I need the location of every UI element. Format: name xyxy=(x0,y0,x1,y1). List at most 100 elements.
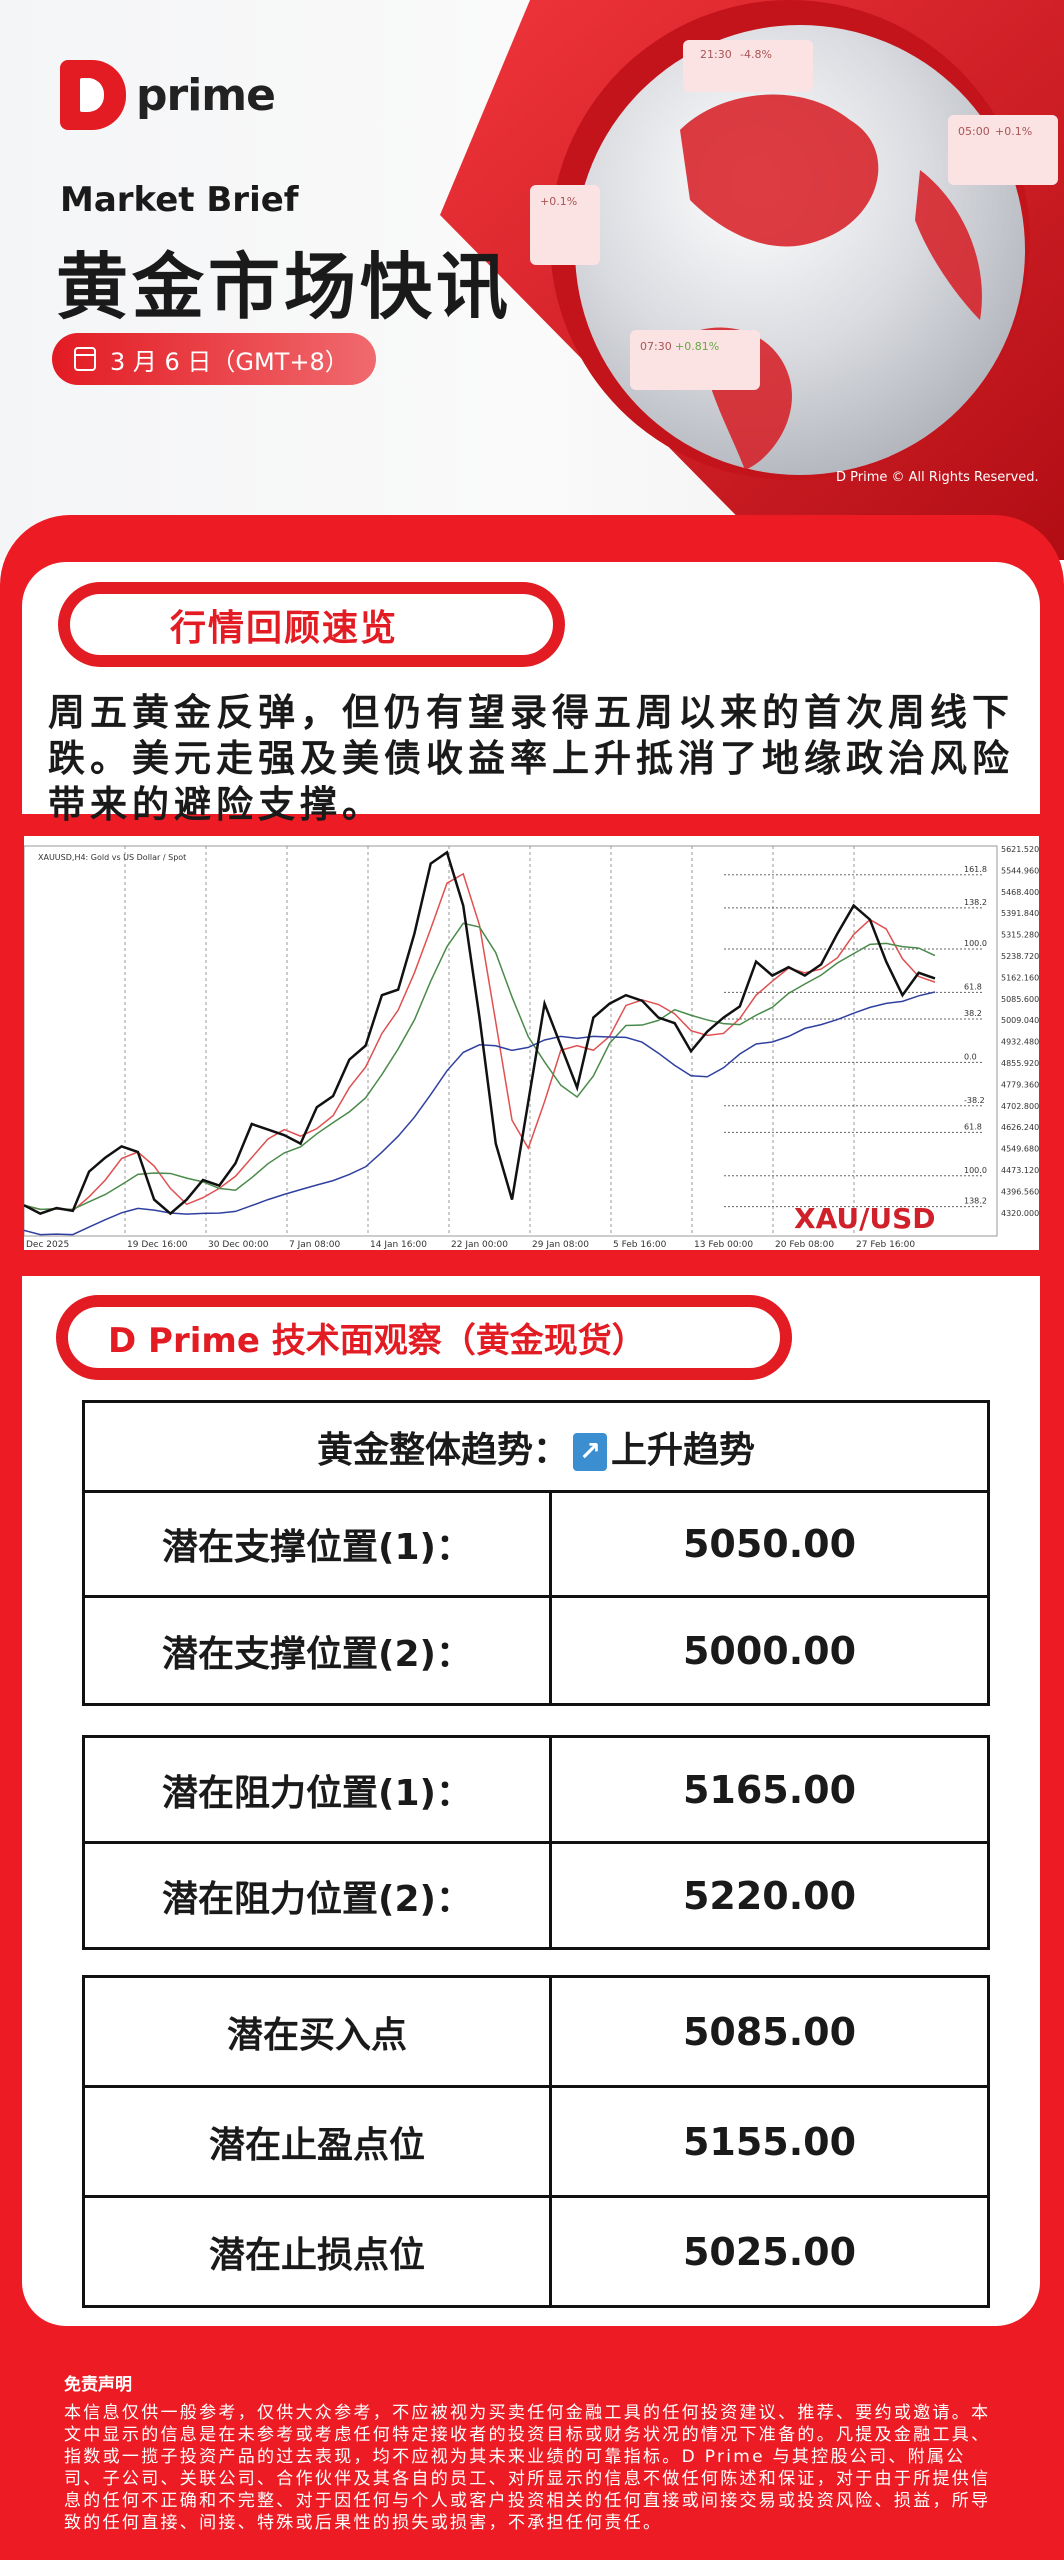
card-change: +0.1% xyxy=(995,125,1032,138)
price-tick-label: 4855.920 xyxy=(1001,1059,1039,1068)
globe-illustration: 21:30 -4.8% 05:00 +0.1% +0.1% 07:30 +0.8… xyxy=(440,0,1064,560)
date-tick-label: 22 Jan 00:00 xyxy=(451,1240,508,1250)
price-line xyxy=(23,850,936,1216)
ticker-card xyxy=(530,40,1058,390)
price-tick-label: 5085.600 xyxy=(1001,995,1039,1004)
resistance-table: 潜在阻力位置(1)： 5165.00 潜在阻力位置(2)： 5220.00 xyxy=(82,1735,990,1950)
row-label: 潜在阻力位置(2)： xyxy=(82,1841,552,1950)
logo-mark-icon xyxy=(60,60,126,130)
date-tick-label: 19 Dec 16:00 xyxy=(127,1240,188,1250)
symbol-label: XAU/USD xyxy=(794,1202,936,1235)
price-tick-label: 5009.040 xyxy=(1001,1016,1039,1025)
copyright: D Prime © All Rights Reserved. xyxy=(836,470,1039,485)
fib-level-label: 100.0 xyxy=(964,939,987,948)
card-time: 07:30 xyxy=(640,340,672,353)
price-tick-label: 5391.840 xyxy=(1001,909,1039,918)
date-tick-label: 5 Feb 16:00 xyxy=(613,1240,667,1250)
trend-cell: 黄金整体趋势： ↗ 上升趋势 xyxy=(82,1400,990,1493)
disclaimer-text: 本信息仅供一般参考，仅供大众参考，不应被视为买卖任何金融工具的任何投资建议、推荐… xyxy=(64,2403,991,2533)
date-text: 3 月 6 日（GMT+8） xyxy=(110,347,349,376)
price-tick-label: 4779.360 xyxy=(1001,1080,1039,1089)
moving-average-line xyxy=(23,991,936,1236)
table-row: 潜在买入点 5085.00 xyxy=(82,1975,990,2088)
fib-level-label: 61.8 xyxy=(964,982,982,991)
price-tick-label: 4320.000 xyxy=(1001,1209,1039,1218)
price-chart: Dec 2025 19 Dec 16:00 30 Dec 00:00 7 Jan 08… xyxy=(23,836,1039,1250)
row-value: 5000.00 xyxy=(549,1595,990,1706)
fib-level-label: 100.0 xyxy=(964,1166,987,1175)
date-tick-label: 27 Feb 16:00 xyxy=(856,1240,915,1250)
fib-level-label: -38.2 xyxy=(964,1096,985,1105)
row-value: 5025.00 xyxy=(549,2195,990,2308)
disclaimer: 免责声明 本信息仅供一般参考，仅供大众参考，不应被视为买卖任何金融工具的任何投资… xyxy=(64,2374,1004,2534)
price-chart-svg: Dec 2025 19 Dec 16:00 30 Dec 00:00 7 Jan 08… xyxy=(23,845,1039,1250)
fib-level-label: 0.0 xyxy=(964,1052,977,1061)
disclaimer-title: 免责声明 xyxy=(64,2375,132,2395)
price-tick-label: 4626.240 xyxy=(1001,1123,1039,1132)
card-time: 05:00 xyxy=(958,125,990,138)
analysis-heading: D Prime 技术面观察（黄金现货） xyxy=(56,1295,792,1380)
table-row: 潜在止盈点位 5155.00 xyxy=(82,2085,990,2198)
price-tick-label: 5468.400 xyxy=(1001,888,1039,897)
date-tick-label: 13 Feb 00:00 xyxy=(694,1240,753,1250)
calendar-icon xyxy=(74,347,96,371)
card-change: +0.1% xyxy=(540,195,577,208)
row-label: 潜在买入点 xyxy=(82,1975,552,2088)
review-text: 周五黄金反弹，但仍有望录得五周以来的首次周线下跌。美元走强及美债收益率上升抵消了… xyxy=(48,691,1014,826)
card-change: -4.8% xyxy=(740,48,772,61)
card-time: 21:30 xyxy=(700,48,732,61)
row-label: 潜在支撑位置(2)： xyxy=(82,1595,552,1706)
price-tick-label: 5621.520 xyxy=(1001,845,1039,854)
moving-average-line xyxy=(23,922,936,1211)
table-row: 潜在止损点位 5025.00 xyxy=(82,2195,990,2308)
row-label: 潜在止损点位 xyxy=(82,2195,552,2308)
price-tick-label: 4702.800 xyxy=(1001,1102,1039,1111)
fib-level-label: 138.2 xyxy=(964,1197,987,1206)
row-value: 5220.00 xyxy=(549,1841,990,1950)
price-tick-label: 4473.120 xyxy=(1001,1166,1039,1175)
date-tick-label: 7 Jan 08:00 xyxy=(289,1240,341,1250)
chart-header: XAUUSD,H4: Gold vs US Dollar / Spot xyxy=(38,853,186,862)
row-label: 潜在止盈点位 xyxy=(82,2085,552,2198)
date-badge: 3 月 6 日（GMT+8） xyxy=(52,333,376,385)
date-tick-label: Dec 2025 xyxy=(26,1240,69,1250)
row-label: 潜在阻力位置(1)： xyxy=(82,1735,552,1844)
trend-value: 上升趋势 xyxy=(611,1429,756,1471)
arrow-up-right-icon: ↗ xyxy=(573,1432,607,1471)
price-tick-label: 4396.560 xyxy=(1001,1187,1039,1196)
card-change: +0.81% xyxy=(675,340,719,353)
table-row: 潜在支撑位置(2)： 5000.00 xyxy=(82,1595,990,1706)
price-tick-label: 5544.960 xyxy=(1001,866,1039,875)
trade-table: 潜在买入点 5085.00 潜在止盈点位 5155.00 潜在止损点位 5025.00 xyxy=(82,1975,990,2308)
row-label: 潜在支撑位置(1)： xyxy=(82,1490,552,1598)
fib-level-label: 38.2 xyxy=(964,1009,982,1018)
dprime-logo: prime xyxy=(60,60,276,130)
header-banner: 21:30 -4.8% 05:00 +0.1% +0.1% 07:30 +0.8… xyxy=(0,0,1064,560)
table-row: 潜在支撑位置(1)： 5050.00 xyxy=(82,1490,990,1598)
date-tick-label: 20 Feb 08:00 xyxy=(775,1240,834,1250)
price-tick-label: 5315.280 xyxy=(1001,931,1039,940)
row-value: 5165.00 xyxy=(549,1735,990,1844)
moving-average-line xyxy=(23,872,936,1212)
date-tick-label: 30 Dec 00:00 xyxy=(208,1240,269,1250)
price-tick-label: 5238.720 xyxy=(1001,952,1039,961)
table-row: 潜在阻力位置(1)： 5165.00 xyxy=(82,1735,990,1844)
fib-level-label: 138.2 xyxy=(964,898,987,907)
date-tick-label: 14 Jan 16:00 xyxy=(370,1240,427,1250)
price-tick-label: 4932.480 xyxy=(1001,1038,1039,1047)
support-table: 黄金整体趋势： ↗ 上升趋势 潜在支撑位置(1)： 5050.00 潜在支撑位置(2)… xyxy=(82,1400,990,1706)
review-heading: 行情回顾速览 xyxy=(58,582,565,667)
subtitle: Market Brief xyxy=(60,180,299,220)
logo-text: prime xyxy=(136,69,276,121)
row-value: 5050.00 xyxy=(549,1490,990,1598)
plot-frame xyxy=(23,845,998,1237)
date-tick-label: 29 Jan 08:00 xyxy=(532,1240,589,1250)
page-title: 黄金市场快讯 xyxy=(56,245,513,329)
price-tick-label: 4549.680 xyxy=(1001,1145,1039,1154)
trend-label: 黄金整体趋势： xyxy=(316,1429,569,1471)
fib-level-label: 61.8 xyxy=(964,1122,982,1131)
price-tick-label: 5162.160 xyxy=(1001,973,1039,982)
row-value: 5085.00 xyxy=(549,1975,990,2088)
fib-level-label: 161.8 xyxy=(964,865,987,874)
row-value: 5155.00 xyxy=(549,2085,990,2198)
